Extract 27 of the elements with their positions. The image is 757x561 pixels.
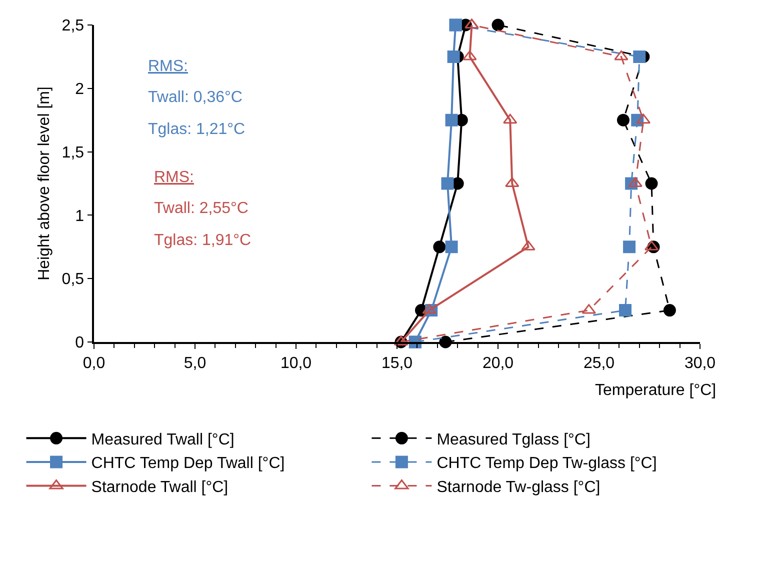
x-tick-label: 30,0 [684,354,716,372]
x-tick-label: 5,0 [184,354,206,372]
y-tick-label: 2 [75,81,84,98]
y-tick-label: 0 [75,334,84,352]
legend-label: Starnode Tw-glass [°C] [436,478,600,496]
y-tick-label: 0,5 [62,271,84,288]
x-tick-label: 20,0 [482,354,514,372]
x-tick-label: 0,0 [82,354,106,372]
y-tick-label: 1 [75,208,84,225]
legend-label: CHTC Temp Dep Tw-glass [°C] [436,455,657,472]
x-axis-title: Temperature [°C] [595,382,716,399]
annotation: Tglas: 1,91°C [154,232,252,249]
annotation: Twall: 0,36°C [148,89,242,106]
annotation: Twall: 2,55°C [154,200,248,217]
y-tick-label: 1,5 [62,144,84,162]
x-tick-label: 15,0 [381,354,413,372]
x-tick-label: 25,0 [583,354,615,372]
legend-label: Starnode Twall [°C] [91,478,228,496]
legend-label: Measured Tglass [°C] [436,431,590,448]
annotation: RMS: [154,169,194,186]
y-axis-title: Height above floor level [m] [36,86,54,280]
annotation: Tglas: 1,21°C [148,121,246,138]
y-tick-label: 2,5 [62,18,84,35]
legend-label: Measured Twall [°C] [91,431,234,448]
annotation: RMS: [148,58,188,75]
x-tick-label: 10,0 [280,354,312,372]
legend-label: CHTC Temp Dep Twall [°C] [91,455,285,472]
